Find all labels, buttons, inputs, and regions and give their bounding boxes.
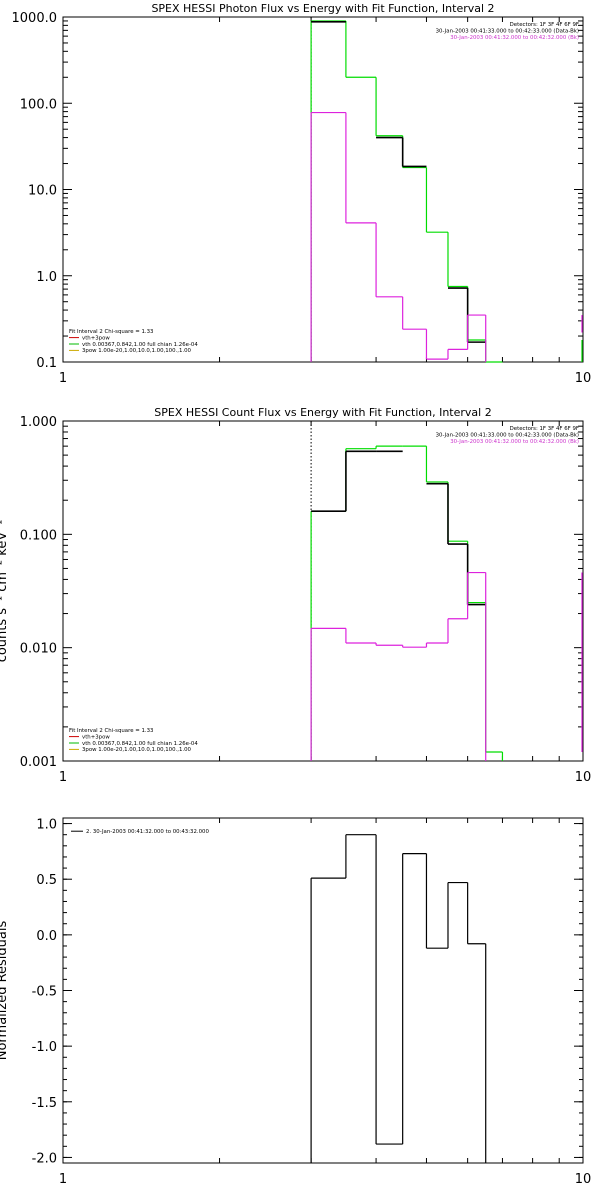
legend-entry: vth 0.00367,0.842,1.00 full chian 1.26e-… <box>82 342 198 348</box>
chart-title: SPEX HESSI Photon Flux vs Energy with Fi… <box>151 2 494 15</box>
x-tick-label: 10 <box>575 1172 592 1187</box>
y-tick-label: -2.0 <box>32 1151 57 1166</box>
x-tick-label: 1 <box>59 371 67 386</box>
y-tick-label: 0.001 <box>20 755 57 770</box>
legend-entry: 3pow 1.00e-20,1.00,10.0,1.00,100.,1.00 <box>82 348 192 354</box>
legend-bottom-left: Fit Interval 2 Chi-square = 1.33vth+3pow… <box>69 329 198 354</box>
x-tick-label: 1 <box>59 770 67 785</box>
legend-entry: Detectors: 1F 3F 4F 6F 9F <box>510 22 579 28</box>
y-tick-label: 0.100 <box>20 528 57 543</box>
chart-panel-1: SPEX HESSI Photon Flux vs Energy with Fi… <box>12 2 592 386</box>
y-tick-label: -0.5 <box>32 985 57 1000</box>
y-tick-label: 10.0 <box>28 184 57 199</box>
y-tick-label: 1.000 <box>20 415 57 430</box>
chart-panel-2: SPEX HESSI Count Flux vs Energy with Fit… <box>0 406 591 785</box>
series-3 <box>310 111 583 362</box>
x-tick-label: 1 <box>59 1172 67 1187</box>
x-tick-label: 10 <box>575 770 592 785</box>
series-2 <box>311 450 486 606</box>
y-tick-label: 1.0 <box>36 818 57 833</box>
series-1 <box>310 445 504 761</box>
legend-entry: 30-Jan-2003 00:41:32.000 to 00:42:32.000… <box>450 439 579 445</box>
legend-entry: vth+3pow <box>82 734 110 740</box>
y-tick-label: -1.0 <box>32 1040 57 1055</box>
series-3 <box>310 571 583 761</box>
y-tick-label: 0.010 <box>20 642 57 657</box>
y-tick-label: 0.5 <box>36 873 57 888</box>
legend-bottom-left: Fit Interval 2 Chi-square = 1.33vth+3pow… <box>69 728 198 753</box>
y-tick-label: 1.0 <box>36 270 57 285</box>
y-tick-label: 0.0 <box>36 929 57 944</box>
x-tick-label: 10 <box>575 371 592 386</box>
series-1 <box>310 834 487 1163</box>
legend-entry: 3pow 1.00e-20,1.00,10.0,1.00,100.,1.00 <box>82 747 192 753</box>
chart-title: SPEX HESSI Count Flux vs Energy with Fit… <box>154 406 491 419</box>
y-axis-label: counts s⁻¹ cm⁻² keV⁻¹ <box>0 520 10 663</box>
legend-entry: 30-Jan-2003 00:41:33.000 to 00:42:33.000… <box>436 28 579 34</box>
chart-panel-3: 1.0 0.5 0.0 -0.5 -1.0 -1.5 -2.01 10 Normalized R… <box>0 817 592 1187</box>
y-tick-label: 1000.0 <box>12 11 58 26</box>
legend-entry: vth 0.00367,0.842,1.00 full chian 1.26e-… <box>82 741 198 747</box>
legend-entry: Fit Interval 2 Chi-square = 1.33 <box>69 329 153 335</box>
y-tick-label: 100.0 <box>20 97 57 112</box>
y-axis-label: Normalized Residuals <box>0 921 10 1061</box>
legend-entry: 2. 30-Jan-2003 00:41:32.000 to 00:43:32.… <box>86 829 209 835</box>
legend-entry: vth+3pow <box>82 335 110 341</box>
legend-entry: 30-Jan-2003 00:41:32.000 to 00:42:32.000… <box>450 35 579 41</box>
legend-entry: Detectors: 1F 3F 4F 6F 9F <box>510 426 579 432</box>
legend-entry: Fit Interval 2 Chi-square = 1.33 <box>69 728 153 734</box>
y-tick-label: -1.5 <box>32 1096 57 1111</box>
legend-top-left: 2. 30-Jan-2003 00:41:32.000 to 00:43:32.… <box>71 829 209 835</box>
plot-frame <box>62 16 584 363</box>
series-1 <box>310 20 583 363</box>
plot-frame <box>62 817 584 1164</box>
series-2 <box>311 20 486 343</box>
legend-entry: 30-Jan-2003 00:41:33.000 to 00:42:33.000… <box>436 432 579 438</box>
plot-frame <box>62 420 584 762</box>
y-tick-label: 0.1 <box>36 356 57 371</box>
